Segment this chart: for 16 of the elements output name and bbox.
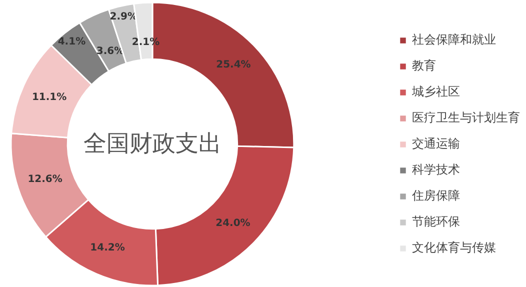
legend-label: 住房保障 bbox=[412, 187, 460, 204]
text: 全国财政支出 bbox=[83, 131, 222, 157]
legend-label: 医疗卫生与计划生育 bbox=[412, 109, 520, 126]
data-label: 25.4% bbox=[216, 59, 251, 70]
legend-label: 城乡社区 bbox=[412, 83, 460, 100]
legend-label: 文化体育与传媒 bbox=[412, 239, 496, 256]
data-label: 4.1% bbox=[58, 36, 86, 48]
data-label: 12.6% bbox=[28, 174, 62, 186]
data-label: 11.1% bbox=[32, 92, 67, 103]
legend-label: 交通运输 bbox=[412, 135, 460, 152]
data-label: 14.2% bbox=[90, 242, 125, 254]
legend-label: 教育 bbox=[412, 57, 436, 74]
data-label: 24.0% bbox=[216, 218, 250, 230]
legend-label: 节能环保 bbox=[412, 213, 460, 230]
legend-label: 科学技术 bbox=[412, 161, 460, 178]
legend-label: 社会保障和就业 bbox=[412, 31, 496, 48]
